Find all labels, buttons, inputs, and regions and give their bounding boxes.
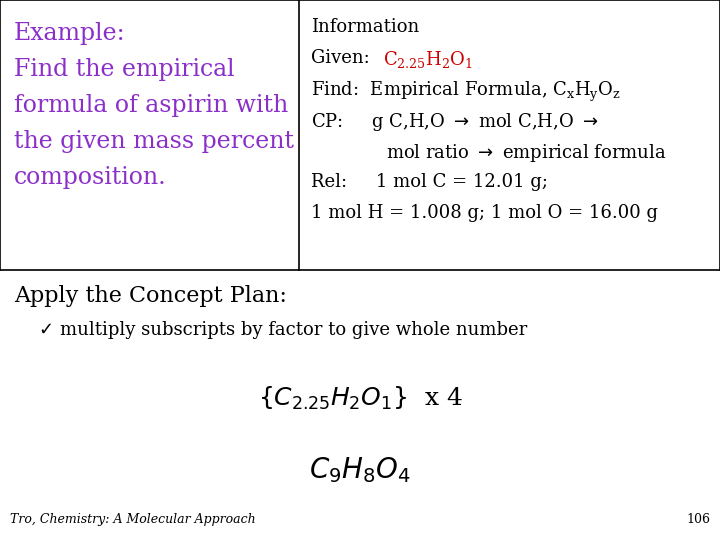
Text: Tro, Chemistry: A Molecular Approach: Tro, Chemistry: A Molecular Approach <box>10 513 256 526</box>
Text: the given mass percent: the given mass percent <box>14 130 294 153</box>
Text: formula of aspirin with: formula of aspirin with <box>14 94 288 117</box>
Text: ✓: ✓ <box>38 321 53 339</box>
Text: composition.: composition. <box>14 166 167 189</box>
Text: $\mathregular{C_{2.25}H_2O_1}$: $\mathregular{C_{2.25}H_2O_1}$ <box>383 49 472 70</box>
Text: Information: Information <box>311 18 419 36</box>
Text: 106: 106 <box>686 513 710 526</box>
Text: CP:     g C,H,O $\rightarrow$ mol C,H,O $\rightarrow$: CP: g C,H,O $\rightarrow$ mol C,H,O $\ri… <box>311 111 598 133</box>
Text: Rel:     1 mol C = 12.01 g;: Rel: 1 mol C = 12.01 g; <box>311 173 548 191</box>
Text: Example:: Example: <box>14 22 125 45</box>
Text: Find:  Empirical Formula, $\mathregular{C_xH_yO_z}$: Find: Empirical Formula, $\mathregular{C… <box>311 80 621 104</box>
Text: $\{C_{2.25}H_2O_1\}$  x 4: $\{C_{2.25}H_2O_1\}$ x 4 <box>258 385 462 412</box>
Text: Given:: Given: <box>311 49 375 67</box>
Text: mol ratio $\rightarrow$ empirical formula: mol ratio $\rightarrow$ empirical formul… <box>386 142 666 164</box>
Text: $C_9H_8O_4$: $C_9H_8O_4$ <box>309 455 411 485</box>
Text: Find the empirical: Find the empirical <box>14 58 235 81</box>
Text: 1 mol H = 1.008 g; 1 mol O = 16.00 g: 1 mol H = 1.008 g; 1 mol O = 16.00 g <box>311 204 658 222</box>
Text: Apply the Concept Plan:: Apply the Concept Plan: <box>14 285 287 307</box>
Text: multiply subscripts by factor to give whole number: multiply subscripts by factor to give wh… <box>60 321 527 339</box>
